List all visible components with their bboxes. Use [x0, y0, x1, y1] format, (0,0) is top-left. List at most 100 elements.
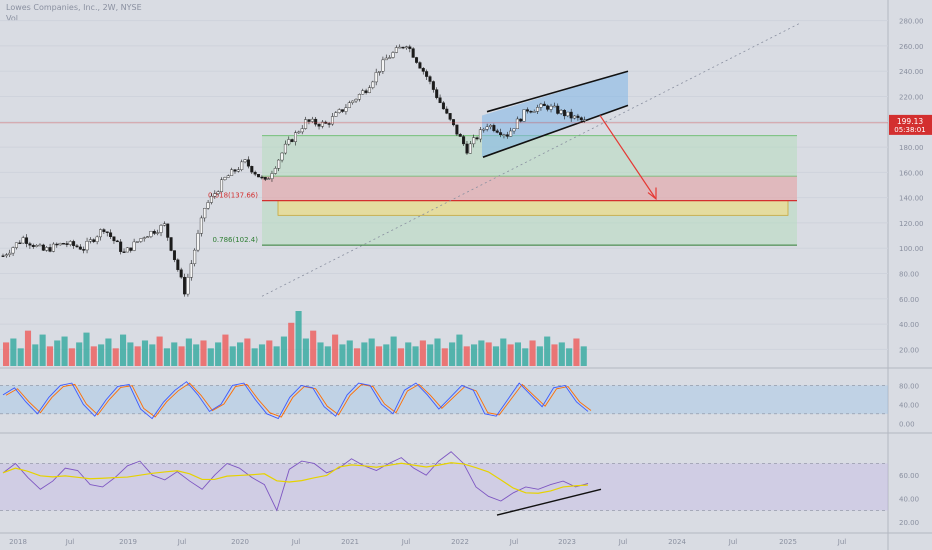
stoch-tick-label: 40.00 — [899, 401, 919, 409]
candle-body — [35, 245, 39, 247]
candle-body — [515, 118, 519, 129]
candle-body — [559, 110, 563, 114]
volume-bar — [405, 342, 412, 366]
candle-body — [347, 102, 351, 108]
volume-bar — [317, 342, 324, 366]
volume-bar — [10, 338, 17, 366]
volume-bar — [120, 334, 127, 366]
volume-bar — [46, 346, 53, 366]
candle-body — [536, 107, 540, 112]
candle-body — [78, 246, 82, 250]
candle-body — [573, 115, 577, 119]
candle-body — [384, 57, 388, 61]
price-tick-label: 100.00 — [899, 245, 924, 253]
volume-bar — [580, 346, 587, 366]
candle-body — [468, 143, 472, 154]
candle-body — [179, 269, 183, 278]
x-axis-label: Jul — [401, 538, 411, 546]
candle-body — [159, 225, 163, 233]
volume-bar — [485, 342, 492, 366]
volume-bar — [346, 340, 353, 366]
candle-body — [438, 97, 442, 103]
price-tick-label: 260.00 — [899, 43, 924, 51]
candle-body — [404, 46, 408, 49]
rsi-tick-label: 40.00 — [899, 496, 919, 504]
candle-body — [102, 229, 106, 232]
volume-label: Vol — [6, 14, 18, 23]
candle-body — [139, 238, 143, 242]
price-tag — [889, 114, 932, 135]
volume-bar — [76, 342, 83, 366]
candle-body — [492, 125, 496, 131]
candle-body — [72, 241, 76, 246]
candle-body — [378, 71, 382, 73]
volume-bar — [185, 338, 192, 366]
candle-body — [310, 118, 314, 122]
volume-bar — [514, 342, 521, 366]
candle-body — [280, 152, 284, 161]
volume-bar — [244, 338, 251, 366]
volume-bar — [544, 336, 551, 366]
candle-body — [98, 229, 102, 238]
candle-body — [189, 263, 193, 278]
channel-lower-line — [482, 104, 629, 158]
rsi-ma-line — [2, 462, 589, 494]
volume-bar — [558, 342, 565, 366]
candle-body — [263, 177, 267, 180]
candle-body — [176, 259, 180, 270]
candle-body — [458, 133, 462, 137]
candle-body — [226, 175, 230, 178]
fib-zone-red — [262, 176, 797, 201]
candle-body — [196, 233, 200, 251]
volume-bar — [302, 338, 309, 366]
candle-body — [428, 76, 432, 82]
candle-body — [495, 130, 499, 133]
volume-bar — [193, 344, 200, 366]
x-axis-label: Jul — [509, 538, 519, 546]
symbol-title: Lowes Companies, Inc., 2W, NYSE — [6, 3, 142, 12]
x-axis-label: Jul — [65, 538, 75, 546]
volume-bar — [258, 344, 266, 366]
candle-body — [556, 105, 560, 114]
volume-bar — [54, 340, 61, 366]
candle-body — [354, 99, 358, 102]
volume-bar — [324, 346, 331, 366]
candle-body — [172, 250, 176, 261]
volume-bar — [61, 336, 68, 366]
candle-body — [411, 48, 415, 58]
x-axis-label: 2024 — [668, 538, 686, 546]
candle-body — [51, 243, 55, 252]
candle-body — [109, 232, 113, 237]
candle-body — [162, 223, 166, 226]
volume-bar — [3, 342, 10, 366]
price-tag-value: 199.13 — [897, 117, 923, 126]
candle-body — [105, 231, 109, 233]
channel-upper-line — [486, 70, 629, 113]
candle-body — [58, 243, 62, 246]
candle-body — [277, 159, 281, 169]
volume-bar — [397, 348, 404, 366]
volume-bar — [90, 346, 97, 366]
rsi-band — [0, 463, 888, 511]
candle-body — [135, 241, 139, 243]
candle-body — [125, 247, 129, 253]
x-axis-label: 2023 — [558, 538, 576, 546]
candle-body — [482, 128, 486, 131]
candle-body — [330, 116, 334, 125]
candle-body — [14, 242, 18, 248]
fib-zone-upper — [262, 135, 797, 177]
candle-body — [156, 232, 160, 234]
fib-label: 0.786(102.4) — [212, 236, 258, 244]
candle-body — [85, 241, 89, 251]
volume-bar — [551, 344, 558, 366]
stoch-tick-label: 80.00 — [899, 382, 919, 390]
volume-bar — [354, 348, 361, 366]
candle-body — [398, 46, 402, 49]
volume-bar — [500, 338, 507, 366]
candle-body — [216, 191, 220, 194]
candle-body — [505, 134, 509, 137]
x-axis-label: 2022 — [451, 538, 469, 546]
candle-body — [45, 247, 49, 251]
